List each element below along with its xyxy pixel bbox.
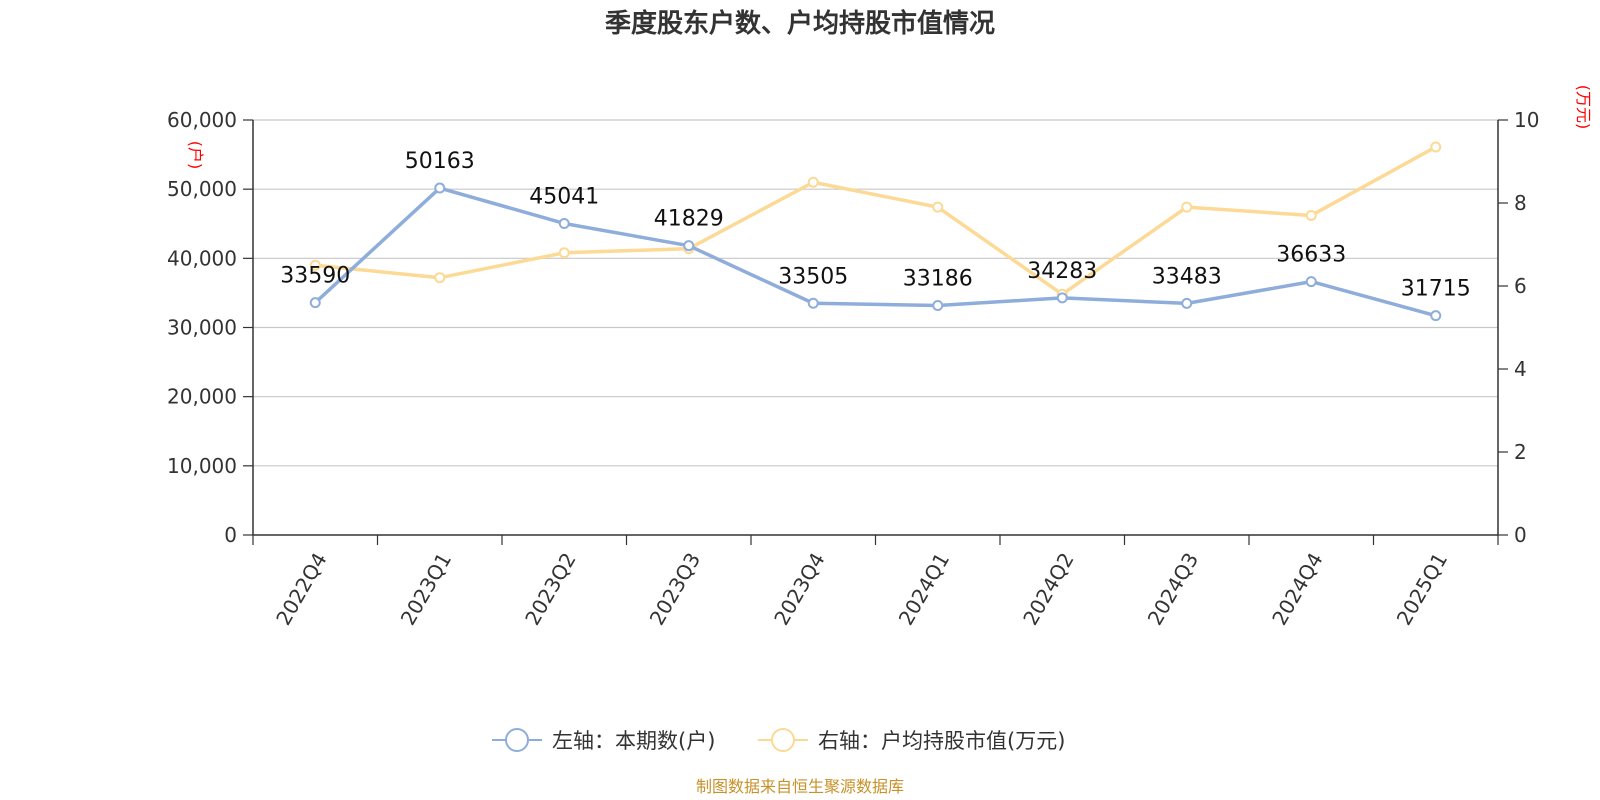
left-tick-label: 0 xyxy=(224,523,237,547)
x-tick-label: 2024Q4 xyxy=(1267,549,1327,630)
data-label: 34283 xyxy=(1027,259,1097,284)
series-point xyxy=(558,247,570,259)
series-point xyxy=(1181,297,1193,309)
series-layer xyxy=(309,141,1442,322)
data-label: 41829 xyxy=(654,207,724,232)
data-label: 31715 xyxy=(1401,277,1471,302)
data-label: 45041 xyxy=(529,184,599,209)
legend-swatch-marker xyxy=(505,728,529,752)
axes: 0 10,000 20,000 30,000 40,000 50,000 60,000 0 2 4… xyxy=(167,108,1539,629)
series-point xyxy=(1305,276,1317,288)
right-tick-label: 0 xyxy=(1514,523,1527,547)
series-point xyxy=(309,259,321,271)
left-axis-unit: (户) xyxy=(186,141,205,170)
data-label: 33483 xyxy=(1152,264,1222,289)
data-label: 33186 xyxy=(903,266,973,291)
data-labels: 33590 50163 45041 41829 33505 33186 34283 33483… xyxy=(280,149,1471,302)
data-label: 36633 xyxy=(1276,243,1346,268)
series-point xyxy=(1305,209,1317,221)
left-tick-label: 50,000 xyxy=(167,177,237,201)
left-tick-label: 60,000 xyxy=(167,108,237,132)
series-point xyxy=(807,176,819,188)
series-point xyxy=(932,299,944,311)
right-tick-label: 4 xyxy=(1514,357,1527,381)
series-point xyxy=(1056,292,1068,304)
legend-item[interactable]: 右轴：户均持股市值(万元) xyxy=(758,728,1065,753)
series-line xyxy=(314,186,1437,318)
legend[interactable]: 左轴：本期数(户) 右轴：户均持股市值(万元) xyxy=(492,728,1065,753)
x-tick-label: 2023Q2 xyxy=(520,549,580,630)
series-point xyxy=(1181,201,1193,213)
x-tick-label: 2024Q2 xyxy=(1018,549,1078,630)
series-point xyxy=(434,182,446,194)
x-tick-label: 2024Q1 xyxy=(894,549,954,630)
series-line xyxy=(315,145,1437,297)
chart-title: 季度股东户数、户均持股市值情况 xyxy=(605,8,995,39)
series-point xyxy=(558,217,570,229)
x-tick-label: 2024Q3 xyxy=(1143,549,1203,630)
legend-swatch-marker xyxy=(771,728,795,752)
x-tick-label: 2023Q3 xyxy=(645,549,705,630)
series-point xyxy=(683,240,695,252)
series-point xyxy=(1430,141,1442,153)
right-tick-label: 6 xyxy=(1514,274,1527,298)
series-point xyxy=(932,201,944,213)
x-tick-label: 2022Q4 xyxy=(271,549,331,630)
right-tick-label: 8 xyxy=(1514,191,1527,215)
left-tick-label: 20,000 xyxy=(167,385,237,409)
source-note: 制图数据来自恒生聚源数据库 xyxy=(696,777,904,796)
series-point xyxy=(434,272,446,284)
data-label: 50163 xyxy=(405,149,475,174)
data-label: 33505 xyxy=(778,264,848,289)
right-tick-label: 10 xyxy=(1514,108,1539,132)
right-axis-unit: (万元) xyxy=(1574,85,1593,130)
left-tick-label: 30,000 xyxy=(167,316,237,340)
x-tick-label: 2023Q1 xyxy=(396,549,456,630)
series-point xyxy=(1430,310,1442,322)
legend-label: 左轴：本期数(户) xyxy=(552,729,715,753)
legend-label: 右轴：户均持股市值(万元) xyxy=(818,729,1065,753)
left-tick-label: 40,000 xyxy=(167,246,237,270)
grid xyxy=(253,119,1498,467)
data-label: 33590 xyxy=(280,264,350,289)
left-tick-label: 10,000 xyxy=(167,454,237,478)
x-tick-label: 2023Q4 xyxy=(769,549,829,630)
legend-item[interactable]: 左轴：本期数(户) xyxy=(492,728,715,753)
x-tick-label: 2025Q1 xyxy=(1392,549,1452,630)
series-point xyxy=(807,297,819,309)
series-point xyxy=(309,297,321,309)
right-tick-label: 2 xyxy=(1514,440,1527,464)
